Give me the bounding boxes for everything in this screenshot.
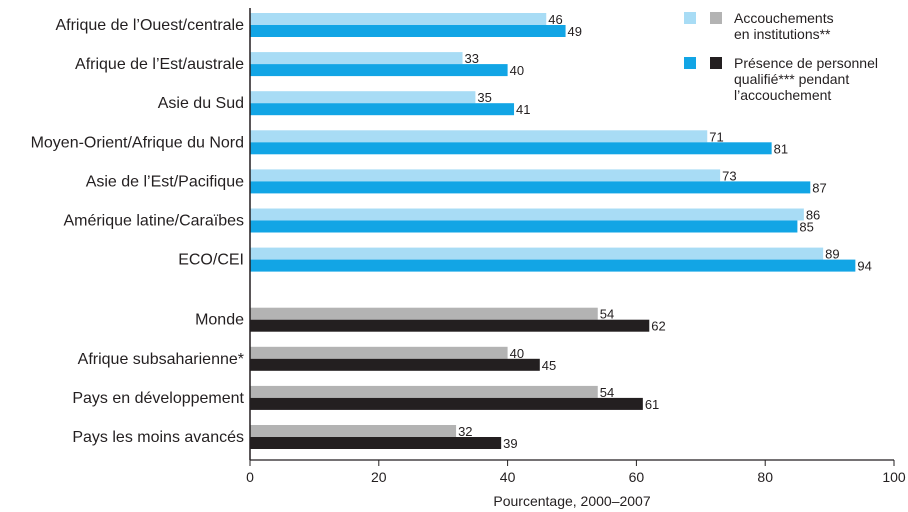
legend-label: Présence de personnel <box>734 55 878 71</box>
bar <box>250 385 598 398</box>
bar <box>250 247 824 260</box>
category-label: Afrique de l’Est/australe <box>75 56 244 73</box>
bar <box>250 103 515 116</box>
bar <box>250 52 463 65</box>
data-label: 46 <box>548 12 562 27</box>
data-label: 39 <box>503 436 517 451</box>
bar <box>250 208 804 221</box>
legend-label: Accouchements <box>734 10 834 26</box>
data-label: 73 <box>722 168 736 183</box>
bar <box>250 130 708 143</box>
bar <box>250 142 772 155</box>
legend-swatch-aggregate <box>710 12 722 24</box>
bar <box>250 425 457 437</box>
bar <box>250 437 502 449</box>
legend-label: qualifié*** pendant <box>734 71 849 87</box>
bar <box>250 13 547 25</box>
data-label: 61 <box>645 397 659 412</box>
bar <box>250 220 798 233</box>
data-label: 41 <box>516 102 530 117</box>
bar <box>250 397 643 410</box>
x-tick-label: 100 <box>882 469 906 485</box>
data-label: 89 <box>825 247 839 262</box>
category-label: Pays les moins avancés <box>72 429 244 446</box>
x-axis-label: Pourcentage, 2000–2007 <box>493 493 650 509</box>
data-label: 62 <box>651 319 665 334</box>
legend-label: en institutions** <box>734 26 831 42</box>
data-label: 35 <box>477 90 491 105</box>
x-tick-label: 0 <box>246 469 254 485</box>
bar <box>250 169 721 182</box>
data-label: 87 <box>812 180 826 195</box>
x-axis: 0 20 40 60 80 100 <box>246 459 906 485</box>
data-label: 49 <box>568 24 582 39</box>
data-label: 33 <box>465 51 479 66</box>
data-label: 71 <box>709 129 723 144</box>
data-label: 85 <box>799 220 813 235</box>
category-labels: Afrique de l’Ouest/centrale Afrique de l’… <box>31 17 245 446</box>
data-label: 40 <box>510 346 524 361</box>
bar <box>250 181 811 194</box>
data-label: 86 <box>806 208 820 223</box>
data-label: 81 <box>774 141 788 156</box>
category-label: Monde <box>195 312 244 329</box>
bar <box>250 319 650 332</box>
bar <box>250 358 540 371</box>
legend-swatch-regional <box>684 57 696 69</box>
category-label: Asie du Sud <box>158 95 244 112</box>
legend-label: l’accouchement <box>734 87 831 103</box>
x-tick-label: 60 <box>629 469 645 485</box>
bars-layer <box>250 13 856 449</box>
bar <box>250 25 566 37</box>
bar <box>250 259 856 272</box>
bar <box>250 64 508 77</box>
x-tick-label: 20 <box>371 469 387 485</box>
legend-swatch-aggregate <box>710 57 722 69</box>
data-label: 32 <box>458 424 472 439</box>
category-label: Amérique latine/Caraïbes <box>63 213 244 230</box>
category-label: Asie de l’Est/Pacifique <box>86 173 244 190</box>
legend-swatch-regional <box>684 12 696 24</box>
data-label: 40 <box>510 63 524 78</box>
bar <box>250 307 598 320</box>
x-tick-label: 80 <box>757 469 773 485</box>
category-label: Moyen-Orient/Afrique du Nord <box>31 134 244 151</box>
category-label: ECO/CEI <box>178 252 244 269</box>
bar <box>250 91 476 104</box>
data-label: 45 <box>542 358 556 373</box>
category-label: Afrique subsaharienne* <box>78 351 244 368</box>
bar <box>250 346 508 359</box>
data-label: 94 <box>857 259 871 274</box>
category-label: Pays en développement <box>72 390 244 407</box>
data-label: 54 <box>600 307 614 322</box>
data-label: 54 <box>600 385 614 400</box>
category-label: Afrique de l’Ouest/centrale <box>55 17 244 34</box>
x-tick-label: 40 <box>500 469 516 485</box>
